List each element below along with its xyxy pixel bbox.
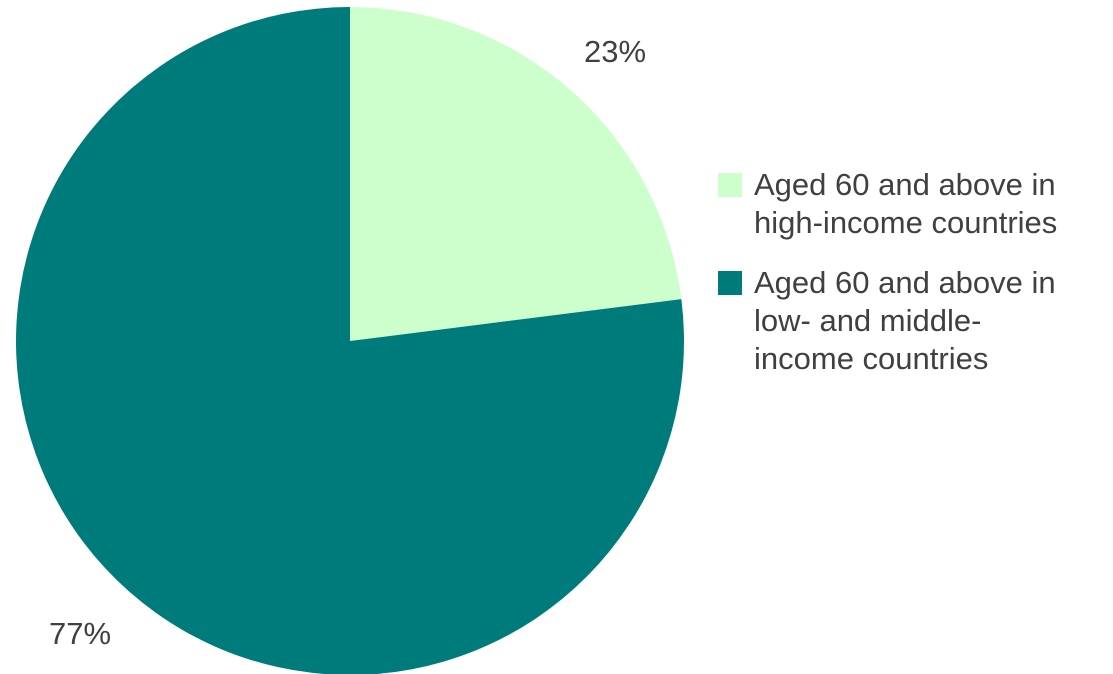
pie-slice-2 bbox=[16, 7, 684, 674]
chart-legend: Aged 60 and above in high-income countri… bbox=[718, 166, 1110, 400]
pie-chart: 23% 77% bbox=[16, 7, 684, 674]
legend-label-1: Aged 60 and above in high-income countri… bbox=[754, 167, 1058, 240]
pie-data-labels: 23% 77% bbox=[49, 34, 646, 651]
pie-data-label-2: 77% bbox=[49, 616, 111, 651]
pie-data-label-1: 23% bbox=[584, 34, 646, 69]
legend-item-1: Aged 60 and above in high-income countri… bbox=[718, 166, 1110, 242]
legend-swatch-1 bbox=[718, 173, 742, 197]
legend-swatch-2 bbox=[718, 271, 742, 295]
legend-label-2: Aged 60 and above in low- and middle- in… bbox=[754, 265, 1056, 376]
pie-slice-1 bbox=[350, 7, 682, 341]
pie-slices bbox=[16, 7, 684, 674]
legend-item-2: Aged 60 and above in low- and middle- in… bbox=[718, 264, 1110, 378]
